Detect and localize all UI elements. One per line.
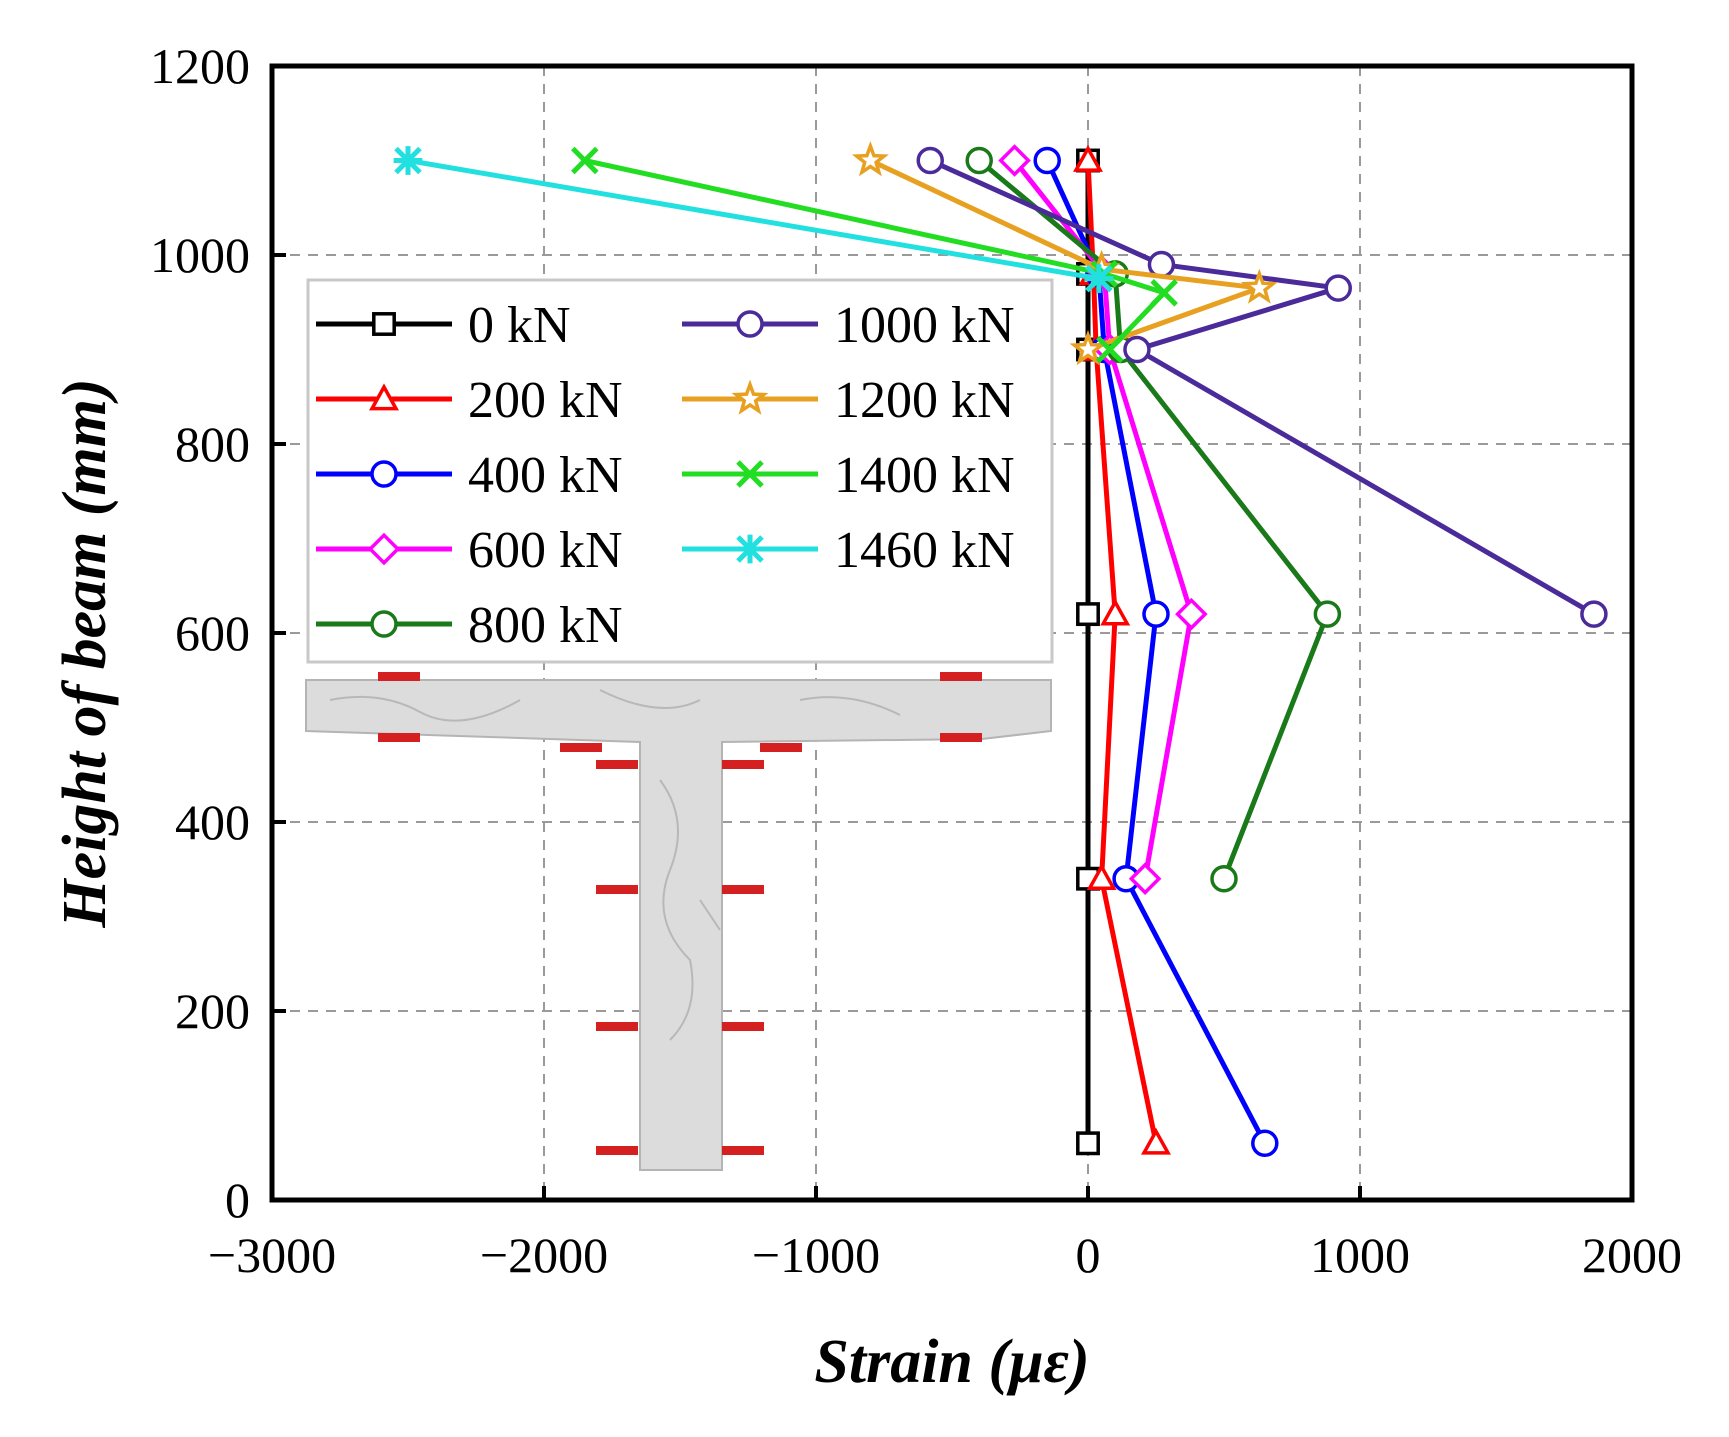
data-point-marker xyxy=(851,141,889,177)
legend: 0 kN 200 kN 400 kN 600 kN 800 kN 1000 kN 1200 … xyxy=(306,278,1054,664)
series-line xyxy=(869,158,1262,352)
legend-item: 800 kN xyxy=(316,597,623,654)
x-tick-label: −3000 xyxy=(208,1227,336,1283)
data-point-marker xyxy=(1076,602,1100,627)
series-line xyxy=(407,158,1100,282)
legend-label: 1460 kN xyxy=(834,522,1015,579)
series-1460-kn xyxy=(393,146,1114,294)
x-tick-label: −2000 xyxy=(480,1227,608,1283)
axes: −3000 −2000 −1000 0 1000 2000 0 200 400 600 800 100… xyxy=(51,38,1682,1396)
data-point-marker xyxy=(393,146,423,175)
legend-label: 400 kN xyxy=(468,447,623,504)
data-point-marker xyxy=(731,379,769,415)
data-point-marker xyxy=(1069,330,1107,366)
data-point-marker xyxy=(367,532,401,566)
data-point-marker xyxy=(735,534,765,564)
legend-item: 1000 kN xyxy=(682,297,1015,354)
data-point-marker xyxy=(1210,864,1238,893)
y-tick-label: 400 xyxy=(175,794,250,850)
data-point-marker xyxy=(1580,600,1608,628)
legend-item: 400 kN xyxy=(316,447,623,504)
data-point-marker xyxy=(1076,1131,1100,1156)
data-point-marker xyxy=(369,383,399,411)
legend-item: 1200 kN xyxy=(682,372,1015,429)
x-axis-title: Strain (με) xyxy=(814,1328,1089,1396)
data-point-marker xyxy=(1175,597,1208,631)
data-point-marker xyxy=(1073,144,1103,172)
data-point-marker xyxy=(1324,274,1352,302)
data-point-marker xyxy=(916,146,944,175)
legend-label: 1400 kN xyxy=(834,447,1015,504)
data-point-marker xyxy=(1100,598,1131,626)
x-tick-label: −1000 xyxy=(752,1227,880,1283)
data-point-marker xyxy=(1150,279,1178,307)
legend-label: 800 kN xyxy=(468,597,623,654)
y-tick-label: 0 xyxy=(225,1172,250,1228)
data-point-marker xyxy=(1095,335,1124,364)
legend-item: 600 kN xyxy=(316,522,623,579)
data-point-marker xyxy=(1123,335,1151,364)
y-tick-label: 1000 xyxy=(150,227,250,283)
data-point-marker xyxy=(1141,1127,1171,1155)
series-layer xyxy=(393,141,1608,1158)
y-axis-title: Height of beam (mm) xyxy=(51,378,119,928)
y-tick-label: 600 xyxy=(175,605,250,661)
data-point-marker xyxy=(370,610,398,638)
series-1000-kn xyxy=(916,146,1608,628)
series-line xyxy=(584,158,1167,352)
data-point-marker xyxy=(736,310,764,338)
legend-label: 1200 kN xyxy=(834,372,1015,429)
x-tick-label: 0 xyxy=(1076,1227,1101,1283)
data-point-marker xyxy=(1128,862,1162,895)
x-tick-label: 2000 xyxy=(1582,1227,1682,1283)
legend-label: 0 kN xyxy=(468,297,571,354)
data-point-marker xyxy=(370,460,398,488)
legend-item: 200 kN xyxy=(316,372,623,429)
y-tick-label: 200 xyxy=(175,983,250,1039)
data-point-marker xyxy=(998,144,1031,177)
data-point-marker xyxy=(372,312,396,336)
data-point-marker xyxy=(1033,146,1061,175)
data-point-marker xyxy=(1240,268,1278,304)
y-tick-label: 1200 xyxy=(150,38,250,94)
series-line xyxy=(1044,159,1268,1145)
data-point-marker xyxy=(965,146,993,175)
x-tick-label: 1000 xyxy=(1310,1227,1410,1283)
legend-item: 0 kN xyxy=(316,297,571,354)
legend-label: 600 kN xyxy=(468,522,623,579)
legend-box xyxy=(306,278,1054,664)
data-point-marker xyxy=(1142,600,1170,628)
t-beam-cross-section-image xyxy=(305,672,1052,1171)
data-point-marker xyxy=(1251,1129,1279,1158)
data-point-marker xyxy=(736,460,764,488)
data-point-marker xyxy=(1084,264,1114,294)
legend-item: 1400 kN xyxy=(682,447,1015,504)
y-tick-label: 800 xyxy=(175,416,250,472)
data-point-marker xyxy=(1313,600,1342,628)
data-point-marker xyxy=(571,146,599,175)
legend-item: 1460 kN xyxy=(682,522,1015,579)
series-line xyxy=(1085,160,1159,1144)
legend-label: 200 kN xyxy=(468,372,623,429)
data-point-marker xyxy=(1086,863,1117,891)
legend-label: 1000 kN xyxy=(834,297,1015,354)
